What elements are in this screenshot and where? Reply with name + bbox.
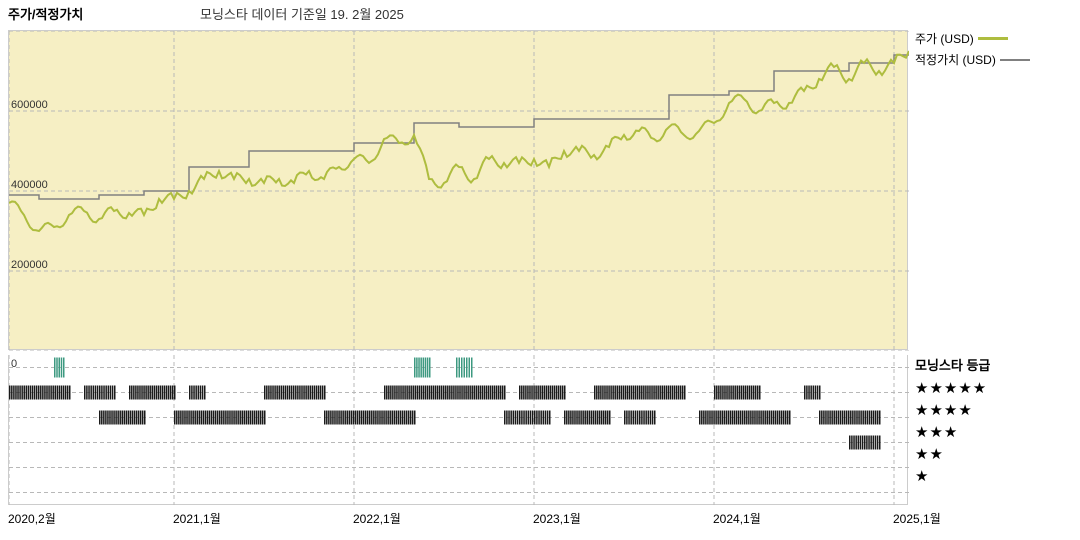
rating-legend: 모닝스타 등급 ★★★★★ ★★★★ ★★★ ★★ ★ xyxy=(915,355,1075,488)
legend-price-label: 주가 (USD) xyxy=(915,30,974,47)
x-tick-label: 2020,2월 xyxy=(8,510,56,527)
x-axis: 2020,2월 2021,1월 2022,1월 2023,1월 2024,1월 2025,… xyxy=(8,510,1072,530)
stars-2: ★★ xyxy=(915,444,1075,466)
legend-fair: 적정가치 (USD) xyxy=(915,51,1075,68)
svg-text:200000: 200000 xyxy=(11,259,48,271)
rating-chart: 0 xyxy=(8,355,908,505)
chart-legend: 주가 (USD) 적정가치 (USD) xyxy=(915,30,1075,72)
svg-text:0: 0 xyxy=(11,358,17,370)
legend-price: 주가 (USD) xyxy=(915,30,1075,47)
stars-4: ★★★★ xyxy=(915,400,1075,422)
page-subtitle: 모닝스타 데이터 기준일 19. 2월 2025 xyxy=(200,4,404,23)
page-title: 주가/적정가치 xyxy=(8,4,83,23)
stars-3: ★★★ xyxy=(915,422,1075,444)
stars-5: ★★★★★ xyxy=(915,378,1075,400)
x-tick-label: 2024,1월 xyxy=(713,510,761,527)
legend-price-swatch xyxy=(978,37,1008,40)
stars-1: ★ xyxy=(915,466,1075,488)
x-tick-label: 2023,1월 xyxy=(533,510,581,527)
legend-fair-swatch xyxy=(1000,59,1030,61)
x-tick-label: 2021,1월 xyxy=(173,510,221,527)
svg-text:600000: 600000 xyxy=(11,99,48,111)
price-fair-chart: 200000400000600000800000 xyxy=(8,30,908,350)
x-tick-label: 2022,1월 xyxy=(353,510,401,527)
rating-legend-label: 모닝스타 등급 xyxy=(915,355,1075,374)
svg-text:400000: 400000 xyxy=(11,179,48,191)
x-tick-label: 2025,1월 xyxy=(893,510,941,527)
legend-fair-label: 적정가치 (USD) xyxy=(915,51,996,68)
